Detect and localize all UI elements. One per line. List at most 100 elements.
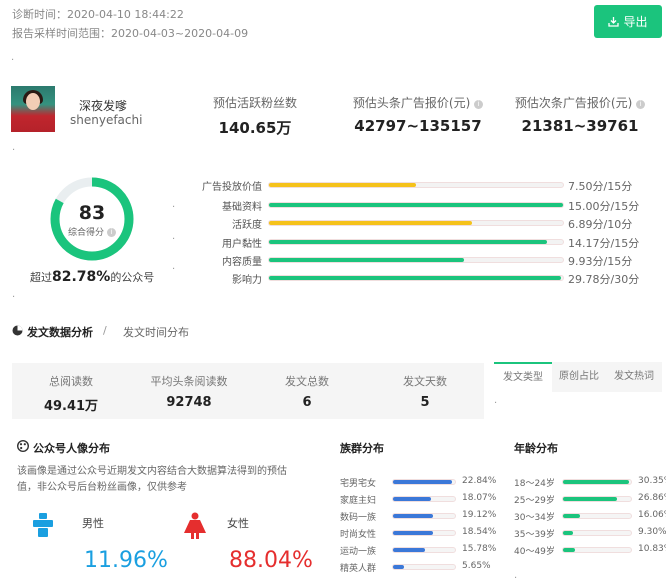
score-bar-value: 6.89分/10分 — [568, 218, 633, 231]
groups-track — [392, 530, 456, 536]
groups-fill — [393, 565, 405, 569]
groups-row: 宅男宅女 22.84% — [340, 475, 496, 490]
export-icon — [608, 17, 620, 27]
post-stat: 发文天数 5 — [366, 363, 484, 410]
groups-value: 22.84% — [462, 476, 497, 486]
stat-value: 140.65万 — [218, 119, 292, 137]
export-button[interactable]: 导出 — [594, 5, 662, 38]
groups-label: 运动一族 — [340, 547, 377, 557]
divider-dot: . — [494, 395, 498, 406]
score-bar-track — [268, 220, 564, 226]
post-stat: 总阅读数 49.41万 — [12, 363, 130, 414]
beat-text: 超过82.78%的公众号 — [30, 269, 154, 285]
groups-value: 18.07% — [462, 493, 497, 503]
age-label: 35～39岁 — [514, 530, 555, 540]
groups-row: 精英人群 5.65% — [340, 560, 491, 575]
score-bar-row: 广告投放价值 7.50分/15分 — [190, 176, 640, 194]
stat-headline-price: 预估头条广告报价(元) i 42797~135157 — [348, 94, 488, 135]
groups-track — [392, 547, 456, 553]
groups-fill — [393, 548, 426, 552]
score-bar-label: 广告投放价值 — [202, 182, 262, 193]
groups-label: 家庭主妇 — [340, 496, 377, 506]
post-stat: 发文总数 6 — [248, 363, 366, 410]
persona-title: 公众号人像分布 — [33, 442, 110, 455]
divider-dot: . — [12, 289, 16, 300]
stat-secondary-price: 预估次条广告报价(元) i 21381~39761 — [510, 94, 650, 135]
age-fill — [563, 514, 580, 518]
age-label: 25～29岁 — [514, 496, 555, 506]
groups-value: 15.78% — [462, 544, 497, 554]
info-icon[interactable]: i — [106, 228, 116, 237]
age-row: 40～49岁 10.83% — [514, 543, 666, 558]
score-label-wrap: 综合得分 i — [49, 225, 135, 238]
score-bar-label: 影响力 — [232, 275, 262, 286]
persona-desc-1: 该画像是通过公众号近期发文内容结合大数据算法得到的预估 — [17, 466, 287, 477]
tab-post-type[interactable]: 发文类型 — [494, 362, 552, 392]
report-range: 报告采样时间范围：2020-04-03~2020-04-09 — [12, 27, 249, 40]
divider-dot: . — [514, 570, 518, 581]
age-track — [562, 530, 632, 536]
post-stat-value: 6 — [302, 395, 312, 410]
score-bar-track — [268, 182, 564, 188]
age-title: 年龄分布 — [514, 442, 558, 455]
age-value: 10.83% — [638, 544, 666, 554]
tab-original-ratio[interactable]: 原创占比 — [559, 371, 599, 382]
stat-value: 21381~39761 — [521, 117, 639, 135]
female-value: 88.04% — [229, 548, 313, 573]
age-label: 40～49岁 — [514, 547, 555, 557]
score-bar-label: 内容质量 — [222, 257, 262, 268]
score-label: 综合得分 — [68, 228, 105, 238]
divider-dot: . — [11, 52, 15, 63]
post-stat-value: 5 — [420, 395, 430, 410]
age-track — [562, 496, 632, 502]
groups-track — [392, 513, 456, 519]
age-row: 35～39岁 9.30% — [514, 526, 666, 541]
score-bar-row: 影响力 29.78分/30分 — [190, 269, 640, 287]
score-bar-value: 15.00分/15分 — [568, 200, 640, 213]
beat-prefix: 超过 — [30, 271, 52, 284]
beat-value: 82.78% — [52, 269, 111, 285]
tab-post-time[interactable]: 发文时间分布 — [123, 326, 189, 339]
score-bar-track — [268, 257, 564, 263]
age-label: 30～34岁 — [514, 513, 555, 523]
score-bar-fill — [269, 240, 547, 244]
score-bar-track — [268, 275, 564, 281]
score-bar-value: 9.93分/15分 — [568, 255, 633, 268]
post-stat: 平均头条阅读数 92748 — [130, 363, 248, 410]
post-stat-value: 92748 — [166, 395, 212, 410]
male-icon — [33, 513, 53, 537]
groups-fill — [393, 497, 432, 501]
age-fill — [563, 480, 629, 484]
score-gauge — [50, 177, 134, 261]
score-bar-row: 基础资料 15.00分/15分 — [190, 196, 640, 214]
info-icon[interactable]: i — [636, 100, 646, 109]
account-id: shenyefachi — [70, 113, 143, 127]
stat-value: 42797~135157 — [354, 117, 482, 135]
age-track — [562, 479, 632, 485]
persona-desc-2: 值，非公众号后台粉丝画像，仅供参考 — [17, 482, 187, 493]
post-stat-label: 发文天数 — [403, 375, 447, 388]
info-icon[interactable]: i — [474, 100, 484, 109]
groups-row: 时尚女性 18.54% — [340, 526, 496, 541]
age-row: 18～24岁 30.35% — [514, 475, 666, 490]
stat-label: 预估活跃粉丝数 — [212, 96, 297, 110]
groups-row: 运动一族 15.78% — [340, 543, 496, 558]
score-bar-row: 活跃度 6.89分/10分 — [190, 214, 640, 232]
groups-value: 5.65% — [462, 561, 491, 571]
score-bar-value: 29.78分/30分 — [568, 273, 640, 286]
groups-track — [392, 479, 456, 485]
score-bar-fill — [269, 183, 416, 187]
tab-hot-words[interactable]: 发文热词 — [614, 371, 654, 382]
score-bar-label: 用户黏性 — [222, 239, 262, 250]
age-value: 30.35% — [638, 476, 666, 486]
age-track — [562, 547, 632, 553]
account-name: 深夜发嗲 — [79, 99, 128, 113]
score-bar-track — [268, 239, 564, 245]
avatar — [11, 86, 55, 132]
age-fill — [563, 548, 575, 552]
age-value: 16.06% — [638, 510, 666, 520]
groups-row: 家庭主妇 18.07% — [340, 492, 496, 507]
age-fill — [563, 497, 617, 501]
pie-chart-icon — [12, 325, 23, 336]
tab-post-analysis[interactable]: 发文数据分析 — [27, 326, 93, 339]
